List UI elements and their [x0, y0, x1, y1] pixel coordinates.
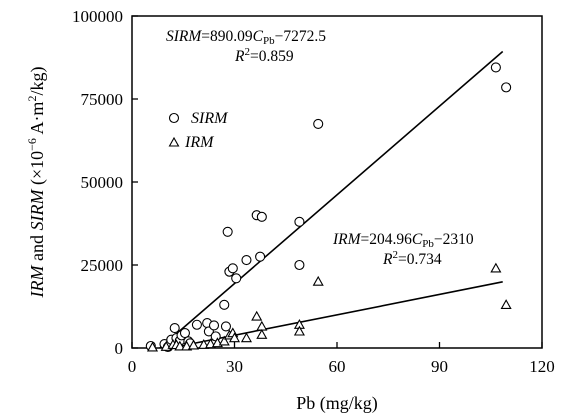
sirm-point: [501, 82, 512, 93]
irm-r-squared: R2=0.734: [382, 249, 442, 268]
irm-point: [146, 341, 159, 352]
sirm-point: [222, 226, 233, 237]
sirm-point: [220, 321, 232, 332]
data-markers: [145, 62, 512, 353]
legend: SIRM IRM: [168, 110, 229, 151]
irm-point: [218, 335, 230, 346]
irm-point: [256, 328, 268, 339]
irm-point: [293, 325, 305, 336]
sirm-point: [313, 118, 324, 129]
x-tick-label: 30: [226, 357, 243, 376]
legend-triangle-marker: [168, 136, 180, 147]
x-axis-title: Pb (mg/kg): [296, 393, 378, 414]
sirm-point: [191, 319, 202, 330]
x-tick-label: 60: [329, 357, 346, 376]
irm-equation: IRM=204.96CPb−2310: [332, 231, 474, 250]
irm-point: [500, 299, 512, 309]
y-tick-label: 100000: [72, 7, 123, 26]
sirm-point: [294, 216, 305, 227]
irm-point: [490, 262, 502, 273]
x-tick-label: 0: [128, 357, 137, 376]
sirm-point: [227, 263, 238, 274]
y-axis-title: IRM and SIRM (×10−6 A·m2/kg): [25, 67, 48, 299]
sirm-point: [256, 211, 267, 222]
irm-point: [174, 340, 186, 351]
irm-point: [251, 310, 263, 321]
y-tick-label: 75000: [81, 90, 124, 109]
y-axis: 0 25000 50000 75000 100000: [72, 7, 138, 358]
irm-point: [198, 338, 210, 349]
sirm-point: [208, 320, 220, 331]
legend-label-irm: IRM: [184, 134, 215, 151]
sirm-point: [294, 259, 305, 271]
sirm-point: [490, 62, 501, 73]
sirm-regression-line: [159, 50, 504, 349]
sirm-point: [241, 254, 252, 266]
sirm-r-squared: R2=0.859: [234, 46, 294, 65]
sirm-point: [231, 273, 242, 284]
y-tick-label: 50000: [81, 173, 124, 192]
irm-point: [187, 339, 200, 350]
sirm-point: [255, 251, 266, 262]
y-tick-label: 25000: [81, 256, 124, 275]
x-tick-label: 120: [529, 357, 555, 376]
sirm-point: [169, 323, 180, 334]
sirm-equation: SIRM=890.09CPb−7272.5: [166, 28, 326, 47]
legend-circle-marker: [168, 112, 180, 124]
irm-point: [312, 275, 324, 286]
irm-point: [228, 332, 241, 343]
sirm-point: [210, 331, 221, 342]
x-axis: 0 30 60 90 120: [128, 342, 555, 376]
y-tick-label: 0: [115, 339, 124, 358]
irm-point: [240, 332, 252, 343]
sirm-point: [179, 328, 191, 339]
legend-label-sirm: SIRM: [191, 110, 229, 127]
sirm-point: [219, 299, 230, 310]
x-tick-label: 90: [431, 357, 448, 376]
